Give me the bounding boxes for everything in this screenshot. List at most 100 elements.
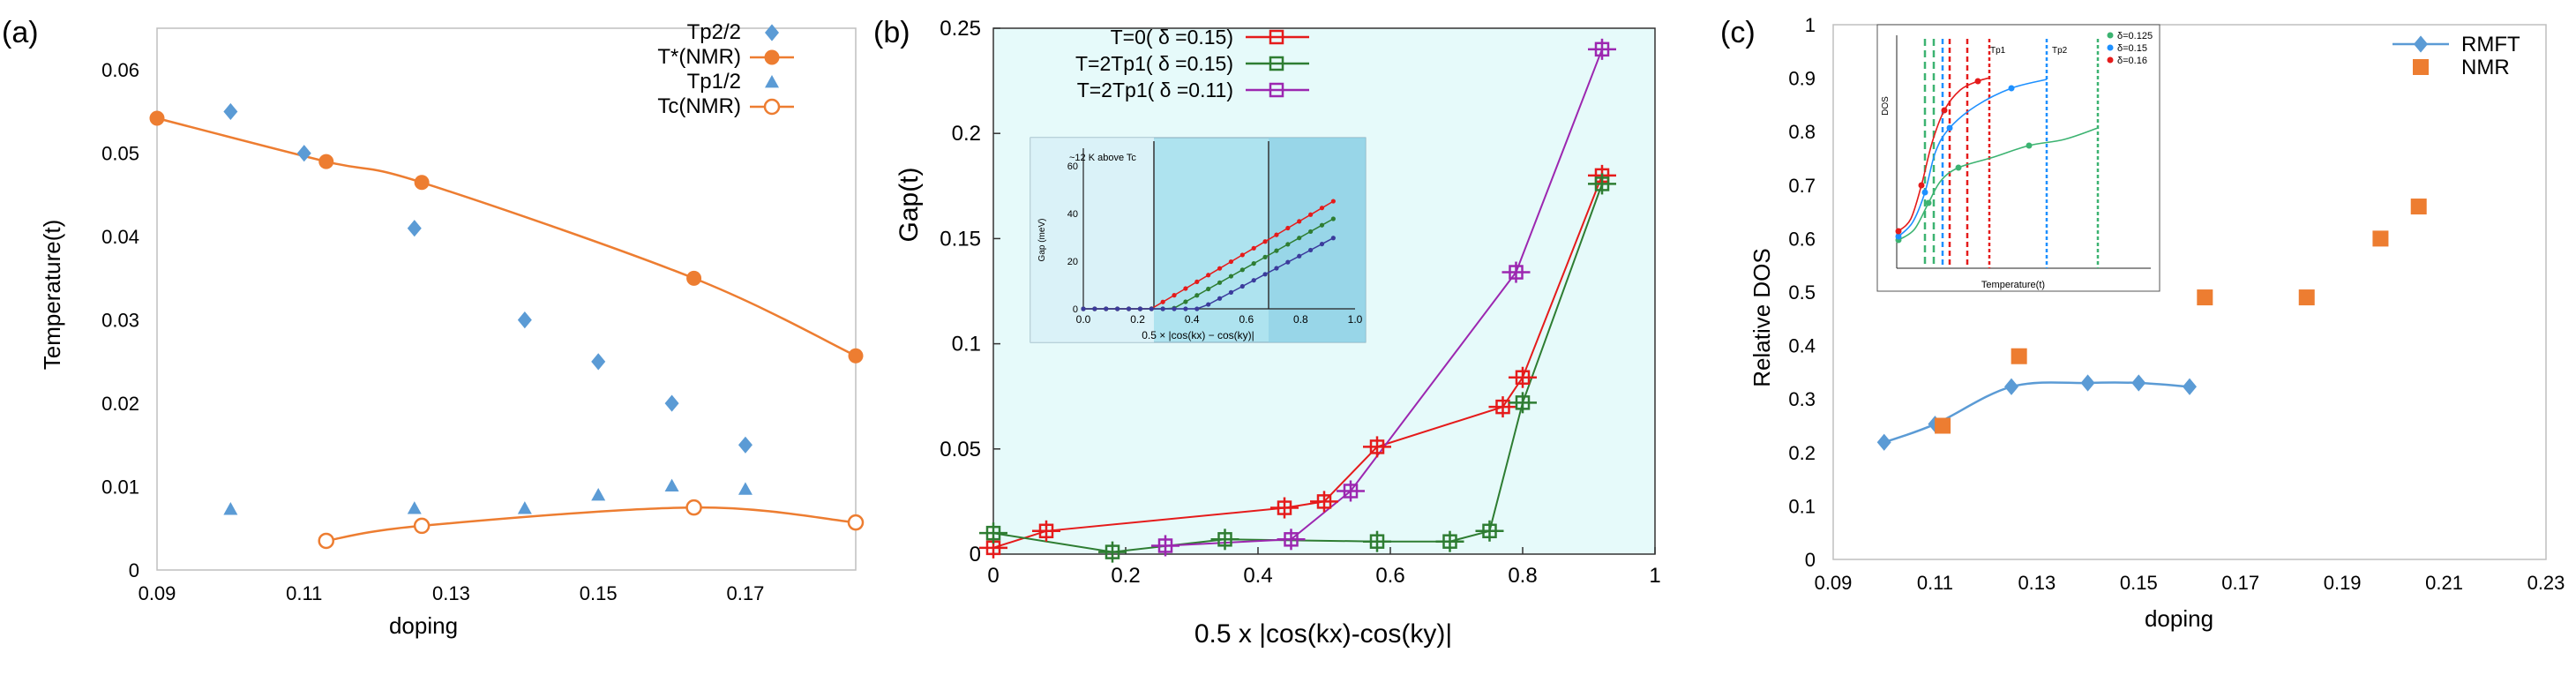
panel-b-y-tick-label: 0 [970,543,981,566]
panel-c-y-tick-label: 1 [1805,14,1816,36]
panel-b-data-point-box [1482,523,1497,539]
panel-c-inset-y-label: DOS [1881,96,1891,116]
panel-a-data-point [591,353,606,371]
panel-a-data-point [149,110,165,126]
panel-b-inset-point [1274,232,1279,237]
panel-b-inset-point [1319,222,1325,228]
panel-b-inset-y-tick-label: 60 [1067,161,1078,172]
panel-a-legend-label: Tc(NMR) [657,94,741,118]
panel-c-x-tick-label: 0.15 [2120,572,2158,594]
panel-c-y-tick-label: 0 [1805,549,1816,571]
panel-b-data-point [1363,530,1391,552]
panel-a-marks [149,102,865,550]
panel-b-data-point [1475,520,1504,542]
panel-b-data-point-box [1217,532,1232,547]
panel-a-data-point [664,394,679,412]
panel-b-data-point [1509,392,1537,414]
panel-c-inset-point [1895,228,1902,235]
panel-b-data-point-box [1594,176,1610,191]
panel-b-data-point [1277,529,1306,551]
panel-b-inset-point [1206,286,1211,292]
panel-b-y-tick-label: 0.15 [940,227,981,251]
panel-b-inset-plot: 0.0 0.2 0.4 0.6 0.8 1.0 0 20 40 60 [1067,148,1363,326]
panel-c-inset-legend-label: δ=0.125 [2117,31,2153,41]
panel-b-legend-label: T=2Tp1( δ =0.11) [1077,79,1233,101]
panel-a-legend-marker [763,98,781,116]
panel-a-legend-marker [764,49,780,65]
panel-b-data-point [1337,480,1365,502]
panel-b-inset-point [1285,242,1291,247]
panel-b-y-label: Gap(t) [895,167,924,242]
panel-a-data-point [686,270,702,286]
panel-a-legend-marker [765,75,779,88]
panel-a-x-label: doping [389,612,458,639]
panel-b-data-point [1151,535,1179,557]
panel-c-data-point [2080,374,2095,392]
panel-b-legend-marker [1269,29,1284,45]
panel-c-inset-point [1925,199,1932,206]
panel-c-data-point [1876,433,1891,451]
panel-b-inset-point [1274,248,1279,253]
panel-b-inset-point [1330,216,1336,221]
panel-b-data-point-box [985,525,1001,541]
panel-b-inset-point [1194,306,1200,311]
panel-b-y-tick-label: 0.25 [940,17,981,41]
panel-b-inset-annotation: ~12 K above Tc [1069,153,1136,163]
panel-a-y-tick-label: 0.02 [101,393,139,415]
panel-c-x-tick-label: 0.09 [1815,572,1853,594]
panel-a-data-point [414,175,430,191]
panel-a-series-line [326,506,857,543]
panel-a-legend-label: Tp2/2 [687,20,741,44]
panel-b-legend-label: T=2Tp1( δ =0.15) [1075,52,1233,75]
panel-b-data-point-box [1515,370,1531,385]
panel-c-inset-point [1974,78,1981,85]
panel-a-y-tick-label: 0.01 [101,476,139,499]
panel-b-inset-x-tick-label: 0.0 [1076,313,1091,326]
panel-b-inset-y-tick-label: 20 [1067,257,1078,267]
panel-b-data-point [1310,491,1338,513]
panel-b-inset-point [1194,279,1200,284]
panel-b-inset-point [1239,252,1245,258]
panel-a-frame [156,27,857,571]
panel-b-inset-point [1092,306,1097,311]
panel-b-inset-point [1297,253,1302,259]
panel-b-inset-point [1262,254,1268,259]
panel-c-y-tick-label: 0.5 [1788,281,1816,304]
panel-b-inset-point [1160,299,1165,304]
panel-a-data-point [517,501,532,514]
panel-a-data-point [738,482,753,495]
panel-b-inset-point [1126,306,1132,311]
panel-c-series-line [1883,381,2190,444]
panel-b: (b) 0.0 0.2 0.4 0.6 0.8 1.0 0 20 40 60 ~12 K abov… [873,16,1661,649]
panel-c-inset-point [1918,182,1925,189]
panel-a-legend-marker [765,24,779,41]
panel-b-data-point-box [1515,395,1531,410]
panel-b-inset-point [1228,259,1234,265]
panel-b-inset-point [1228,274,1234,279]
panel-b-data-point [1488,396,1517,418]
panel-b-legend-label: T=0( δ =0.15) [1111,26,1233,49]
panel-b-inset-point [1239,283,1245,289]
panel-c-y-tick-label: 0.1 [1788,495,1816,517]
panel-a-data-point [413,517,431,535]
panel-b-inset-y-tick-label: 40 [1067,209,1078,220]
panel-a-x-ticks: 0.09 0.11 0.13 0.15 0.17 [139,582,765,604]
panel-c-x-ticks: 0.09 0.11 0.13 0.15 0.17 0.19 0.21 0.23 [1815,572,2565,594]
panel-c-inset-curve [1898,79,2048,237]
panel-b-inset-point [1319,206,1325,211]
panel-c-frame [1832,24,2547,560]
panel-a-legend-label: Tp1/2 [687,70,741,94]
panel-c-y-tick-label: 0.8 [1788,121,1816,143]
panel-c-y-tick-label: 0.2 [1788,442,1816,464]
panel-b-data-point [1588,38,1616,60]
panel-a-x-tick-label: 0.17 [727,582,765,604]
panel-b-data-point-box [1369,534,1385,549]
panel-b-inset-point [1285,225,1291,231]
panel-b-label: (b) [873,16,910,49]
panel-b-marks [979,38,1616,563]
panel-b-inset-point [1330,199,1336,204]
panel-b-data-point-box [1495,399,1510,415]
panel-b-y-ticks: 0 0.05 0.1 0.15 0.2 0.25 [940,17,1000,566]
panel-c-data-point [2298,289,2315,306]
